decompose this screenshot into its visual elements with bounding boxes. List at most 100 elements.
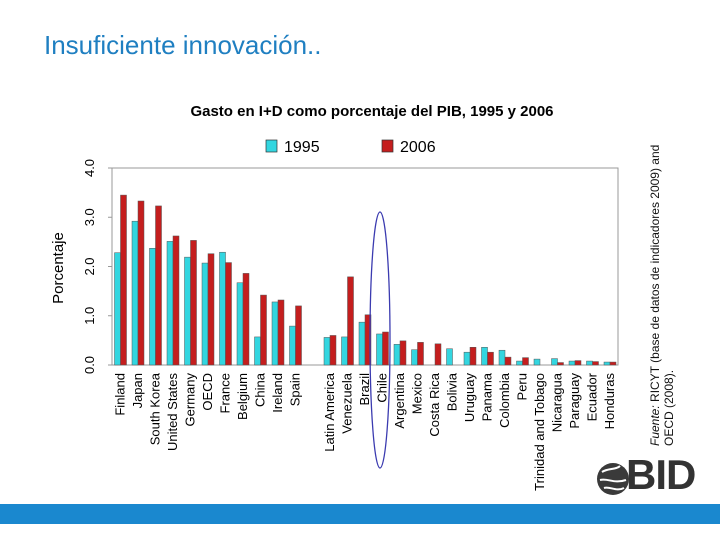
bid-logo-globe-icon: [597, 463, 629, 495]
source-text-line1: RICYT (base de datos de indicadores 2009…: [648, 144, 662, 402]
bar-ireland-2006: [277, 299, 285, 366]
x-tick-label-honduras: Honduras: [602, 373, 617, 430]
bar-south-korea-2006: [155, 205, 162, 366]
bar-spain-1995: [289, 325, 296, 366]
x-tick-label-finland: Finland: [113, 373, 128, 416]
bar-france-1995: [219, 251, 226, 366]
chart-legend: 1995 2006: [265, 139, 436, 156]
chile-highlight-ellipse: [369, 211, 391, 469]
bar-argentina-2006: [399, 340, 407, 366]
page-title: Insuficiente innovación..: [44, 30, 322, 60]
footer-bar: [0, 504, 720, 524]
x-tick-label-ireland: Ireland: [270, 373, 285, 413]
bar-belgium-1995: [236, 282, 244, 366]
bar-latin-america-2006: [329, 335, 337, 366]
x-tick-label-panama: Panama: [480, 372, 495, 421]
x-tick-label-costa-rica: Costa Rica: [427, 372, 442, 436]
bar-germany-1995: [184, 256, 191, 366]
bar-honduras-1995: [603, 361, 611, 366]
x-tick-label-paraguay: Paraguay: [567, 373, 582, 429]
bar-panama-1995: [481, 347, 488, 366]
bar-france-2006: [225, 262, 232, 366]
bar-oecd-1995: [201, 262, 209, 366]
x-tick-label-japan: Japan: [130, 373, 145, 408]
x-tick-label-nicaragua: Nicaragua: [550, 372, 565, 432]
x-tick-label-uruguay: Uruguay: [462, 373, 477, 423]
bar-nicaragua-2006: [557, 362, 564, 366]
x-axis: Finland Japan South Korea United States Germ…: [113, 372, 618, 491]
bar-spain-2006: [295, 305, 302, 366]
source-text-line2: OECD (2008).: [662, 369, 676, 446]
bar-chile-1995: [376, 333, 383, 366]
y-axis-label: Porcentaje: [50, 232, 67, 304]
x-tick-label-bolivia: Bolivia: [445, 372, 460, 411]
x-tick-label-france: France: [218, 373, 233, 413]
y-tick-label-0: 0.0: [82, 356, 97, 374]
bar-uruguay-2006: [469, 347, 477, 366]
bar-latin-america-1995: [323, 337, 331, 366]
legend-label-2006: 2006: [400, 139, 436, 156]
bar-paraguay-1995: [568, 360, 576, 366]
bar-oecd-2006: [207, 253, 215, 366]
bar-china-2006: [260, 294, 267, 366]
x-tick-label-spain: Spain: [288, 373, 303, 406]
source-label: Fuente:: [648, 405, 662, 446]
bar-south-korea-1995: [149, 248, 156, 366]
bar-honduras-2006: [609, 361, 617, 366]
bar-panama-2006: [487, 351, 494, 366]
y-tick-label-2: 2.0: [82, 257, 97, 275]
x-tick-label-latin-america: Latin America: [322, 372, 337, 452]
y-axis: 0.0 1.0 2.0 3.0 4.0: [82, 159, 112, 374]
x-tick-label-trinidad-and-tobago: Trinidad and Tobago: [532, 373, 547, 491]
bar-peru-2006: [522, 357, 529, 366]
bar-mexico-1995: [411, 349, 418, 366]
bar-mexico-2006: [417, 342, 424, 366]
x-tick-label-united-states: United States: [165, 373, 180, 452]
bar-colombia-2006: [504, 356, 512, 366]
x-tick-label-ecuador: Ecuador: [585, 372, 600, 421]
bar-japan-1995: [131, 220, 139, 366]
legend-swatch-2006: [381, 139, 394, 153]
bar-china-1995: [254, 336, 261, 366]
bar-peru-1995: [516, 360, 523, 366]
x-tick-label-chile: Chile: [375, 373, 390, 403]
bar-belgium-2006: [242, 273, 250, 366]
y-tick-label-1: 1.0: [82, 307, 97, 325]
bar-chile-2006: [382, 331, 389, 366]
y-tick-label-3: 3.0: [82, 208, 97, 226]
bar-finland-1995: [114, 252, 121, 366]
x-tick-label-belgium: Belgium: [235, 373, 250, 420]
x-tick-label-mexico: Mexico: [410, 373, 425, 414]
x-tick-label-china: China: [253, 372, 268, 407]
bar-paraguay-2006: [574, 360, 582, 366]
bar-united-states-1995: [166, 241, 174, 366]
x-tick-label-venezuela: Venezuela: [340, 372, 355, 433]
bar-japan-2006: [137, 200, 145, 366]
bar-trinidad-and-tobago-1995: [533, 358, 541, 366]
bar-finland-2006: [120, 194, 127, 366]
legend-swatch-1995: [265, 139, 278, 153]
x-tick-label-brazil: Brazil: [357, 373, 372, 406]
bar-argentina-1995: [393, 344, 401, 366]
bid-logo-text: BID: [626, 451, 696, 498]
bar-brazil-2006: [364, 314, 372, 366]
bar-brazil-1995: [358, 321, 366, 366]
source-note: Fuente: RICYT (base de datos de indicado…: [648, 116, 676, 446]
x-tick-label-oecd: OECD: [200, 373, 215, 411]
bar-venezuela-2006: [347, 276, 354, 366]
bar-ecuador-2006: [592, 361, 599, 366]
bar-nicaragua-1995: [551, 358, 558, 366]
y-tick-label-4: 4.0: [82, 159, 97, 177]
x-tick-label-germany: Germany: [183, 373, 198, 427]
x-tick-label-colombia: Colombia: [497, 372, 512, 428]
bars: [114, 194, 617, 366]
bar-venezuela-1995: [341, 336, 348, 366]
x-tick-label-argentina: Argentina: [392, 372, 407, 428]
chart-title: Gasto en I+D como porcentaje del PIB, 19…: [190, 103, 553, 120]
legend-label-1995: 1995: [284, 139, 320, 156]
bar-ecuador-1995: [586, 360, 593, 366]
bar-united-states-2006: [172, 235, 180, 366]
x-tick-label-south-korea: South Korea: [148, 372, 163, 445]
bar-costa-rica-2006: [434, 343, 442, 366]
